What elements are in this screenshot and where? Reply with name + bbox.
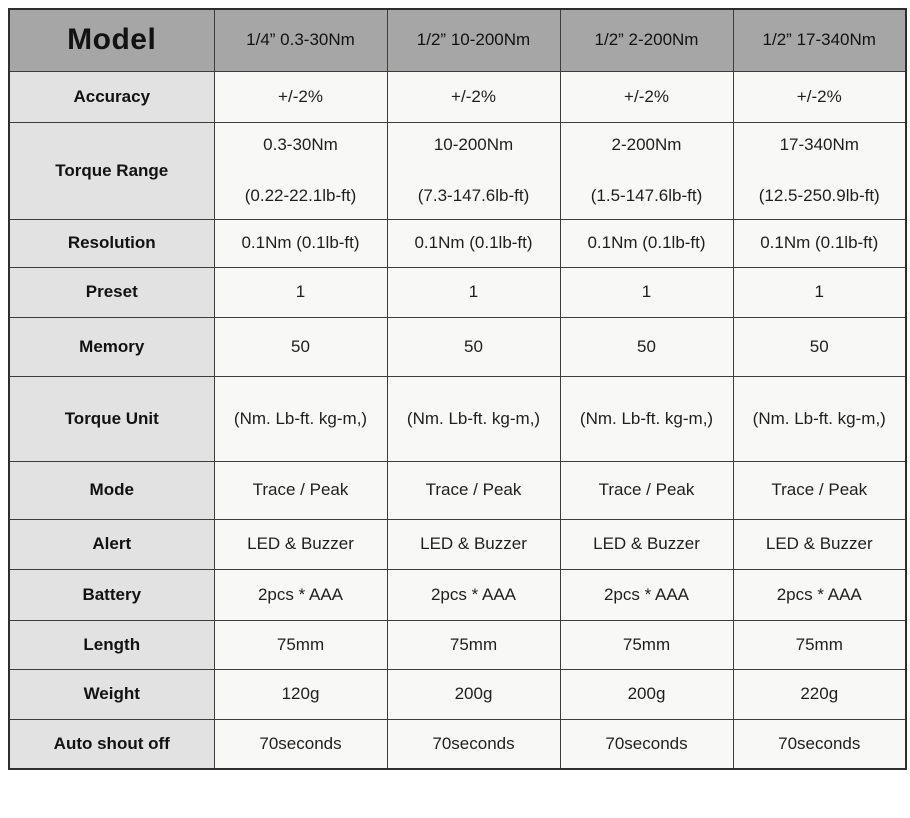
spec-cell: 0.1Nm (0.1lb-ft) bbox=[213, 218, 388, 268]
spec-cell: 17-340Nm (12.5-250.9lb-ft) bbox=[732, 121, 907, 220]
spec-cell: 0.1Nm (0.1lb-ft) bbox=[386, 218, 561, 268]
spec-sheet: Model 1/4” 0.3-30Nm 1/2” 10-200Nm 1/2” 2… bbox=[8, 8, 907, 770]
row-label: Auto shout off bbox=[8, 718, 215, 770]
spec-cell: 70seconds bbox=[213, 718, 388, 770]
table-row-preset: Preset 1 1 1 1 bbox=[8, 266, 907, 318]
table-row-memory: Memory 50 50 50 50 bbox=[8, 316, 907, 377]
table-row-alert: Alert LED & Buzzer LED & Buzzer LED & Bu… bbox=[8, 518, 907, 570]
range-nm: 10-200Nm bbox=[433, 135, 514, 154]
spec-cell: 120g bbox=[213, 668, 388, 720]
row-label: Battery bbox=[8, 568, 215, 621]
spec-cell: 1 bbox=[386, 266, 561, 318]
row-label: Memory bbox=[8, 316, 215, 377]
spec-cell: 200g bbox=[559, 668, 734, 720]
table-row-battery: Battery 2pcs * AAA 2pcs * AAA 2pcs * AAA… bbox=[8, 568, 907, 621]
spec-cell: 70seconds bbox=[732, 718, 907, 770]
spec-table: Model 1/4” 0.3-30Nm 1/2” 10-200Nm 1/2” 2… bbox=[8, 8, 907, 770]
table-row-weight: Weight 120g 200g 200g 220g bbox=[8, 668, 907, 720]
spec-cell: 200g bbox=[386, 668, 561, 720]
row-label: Accuracy bbox=[8, 70, 215, 123]
model-header-label: Model bbox=[8, 8, 215, 72]
table-row-resolution: Resolution 0.1Nm (0.1lb-ft) 0.1Nm (0.1lb… bbox=[8, 218, 907, 268]
spec-cell: LED & Buzzer bbox=[559, 518, 734, 570]
spec-cell: LED & Buzzer bbox=[213, 518, 388, 570]
spec-cell: (Nm. Lb-ft. kg-m,) bbox=[386, 375, 561, 462]
range-lbft: (7.3-147.6lb-ft) bbox=[417, 186, 530, 205]
range-lbft: (12.5-250.9lb-ft) bbox=[758, 186, 880, 205]
spec-cell: 1 bbox=[213, 266, 388, 318]
spec-cell: (Nm. Lb-ft. kg-m,) bbox=[559, 375, 734, 462]
spec-cell: 50 bbox=[386, 316, 561, 377]
spec-cell: LED & Buzzer bbox=[732, 518, 907, 570]
spec-cell: 1 bbox=[559, 266, 734, 318]
spec-cell: 0.1Nm (0.1lb-ft) bbox=[559, 218, 734, 268]
range-nm: 17-340Nm bbox=[779, 135, 859, 154]
range-nm: 2-200Nm bbox=[611, 135, 682, 154]
spec-cell: Trace / Peak bbox=[213, 460, 388, 520]
row-label: Mode bbox=[8, 460, 215, 520]
spec-cell: +/-2% bbox=[559, 70, 734, 123]
column-header-model-3: 1/2” 2-200Nm bbox=[559, 8, 734, 72]
spec-cell: 75mm bbox=[732, 619, 907, 670]
spec-cell: 0.1Nm (0.1lb-ft) bbox=[732, 218, 907, 268]
row-label: Torque Range bbox=[8, 121, 215, 220]
spec-cell: (Nm. Lb-ft. kg-m,) bbox=[732, 375, 907, 462]
row-label: Length bbox=[8, 619, 215, 670]
spec-cell: 50 bbox=[213, 316, 388, 377]
spec-cell: +/-2% bbox=[732, 70, 907, 123]
spec-cell: 2pcs * AAA bbox=[559, 568, 734, 621]
row-label: Torque Unit bbox=[8, 375, 215, 462]
column-header-model-4: 1/2” 17-340Nm bbox=[732, 8, 907, 72]
spec-cell: Trace / Peak bbox=[386, 460, 561, 520]
table-row-mode: Mode Trace / Peak Trace / Peak Trace / P… bbox=[8, 460, 907, 520]
spec-cell: 75mm bbox=[213, 619, 388, 670]
column-header-model-1: 1/4” 0.3-30Nm bbox=[213, 8, 388, 72]
spec-cell: Trace / Peak bbox=[732, 460, 907, 520]
range-lbft: (0.22-22.1lb-ft) bbox=[244, 186, 357, 205]
spec-cell: 0.3-30Nm (0.22-22.1lb-ft) bbox=[213, 121, 388, 220]
row-label: Weight bbox=[8, 668, 215, 720]
spec-cell: +/-2% bbox=[386, 70, 561, 123]
spec-cell: 50 bbox=[559, 316, 734, 377]
spec-cell: 2-200Nm (1.5-147.6lb-ft) bbox=[559, 121, 734, 220]
table-row-accuracy: Accuracy +/-2% +/-2% +/-2% +/-2% bbox=[8, 70, 907, 123]
row-label: Resolution bbox=[8, 218, 215, 268]
spec-cell: 70seconds bbox=[386, 718, 561, 770]
spec-cell: 50 bbox=[732, 316, 907, 377]
header-row: Model 1/4” 0.3-30Nm 1/2” 10-200Nm 1/2” 2… bbox=[8, 8, 907, 72]
table-row-torque-range: Torque Range 0.3-30Nm (0.22-22.1lb-ft) 1… bbox=[8, 121, 907, 220]
spec-cell: 2pcs * AAA bbox=[732, 568, 907, 621]
row-label: Preset bbox=[8, 266, 215, 318]
range-nm: 0.3-30Nm bbox=[263, 135, 338, 154]
table-row-length: Length 75mm 75mm 75mm 75mm bbox=[8, 619, 907, 670]
column-header-model-2: 1/2” 10-200Nm bbox=[386, 8, 561, 72]
row-label: Alert bbox=[8, 518, 215, 570]
spec-cell: 10-200Nm (7.3-147.6lb-ft) bbox=[386, 121, 561, 220]
spec-cell: 75mm bbox=[559, 619, 734, 670]
spec-cell: 2pcs * AAA bbox=[386, 568, 561, 621]
spec-cell: LED & Buzzer bbox=[386, 518, 561, 570]
range-lbft: (1.5-147.6lb-ft) bbox=[590, 186, 703, 205]
spec-cell: 2pcs * AAA bbox=[213, 568, 388, 621]
spec-cell: 220g bbox=[732, 668, 907, 720]
table-row-torque-unit: Torque Unit (Nm. Lb-ft. kg-m,) (Nm. Lb-f… bbox=[8, 375, 907, 462]
table-row-auto-shut-off: Auto shout off 70seconds 70seconds 70sec… bbox=[8, 718, 907, 770]
spec-cell: 70seconds bbox=[559, 718, 734, 770]
spec-cell: +/-2% bbox=[213, 70, 388, 123]
spec-cell: Trace / Peak bbox=[559, 460, 734, 520]
spec-cell: 1 bbox=[732, 266, 907, 318]
spec-cell: 75mm bbox=[386, 619, 561, 670]
spec-cell: (Nm. Lb-ft. kg-m,) bbox=[213, 375, 388, 462]
